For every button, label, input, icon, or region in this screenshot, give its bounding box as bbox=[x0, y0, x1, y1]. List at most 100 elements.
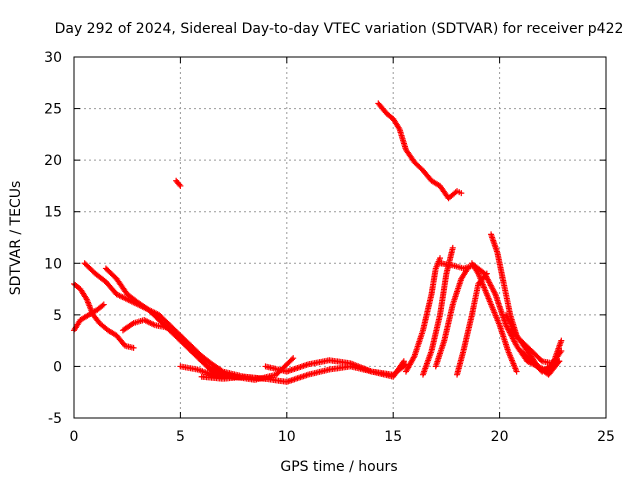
data-point-run bbox=[503, 313, 519, 338]
data-point-run bbox=[71, 318, 83, 332]
data-point-run bbox=[157, 313, 172, 328]
data-point-run bbox=[306, 357, 331, 368]
data-point-run bbox=[519, 349, 534, 364]
data-point-run bbox=[106, 328, 119, 338]
data-markers bbox=[71, 100, 565, 385]
data-point-run bbox=[327, 357, 353, 367]
data-point-run bbox=[147, 307, 161, 318]
data-point-run bbox=[403, 148, 417, 164]
data-point-run bbox=[82, 261, 98, 276]
data-point-run bbox=[242, 373, 267, 382]
data-point bbox=[400, 358, 407, 365]
data-point bbox=[556, 358, 563, 365]
data-point bbox=[100, 301, 107, 308]
data-point-run bbox=[164, 325, 178, 336]
data-point-run bbox=[550, 339, 564, 366]
x-tick-label: 0 bbox=[70, 429, 79, 445]
data-point bbox=[449, 244, 456, 251]
data-point-run bbox=[469, 261, 481, 276]
data-point-run bbox=[514, 333, 530, 353]
data-point-run bbox=[104, 266, 119, 281]
y-tick-label: 25 bbox=[44, 102, 62, 118]
y-tick-label: 30 bbox=[44, 50, 62, 66]
series-trace-k bbox=[402, 255, 444, 375]
data-point-run bbox=[451, 262, 465, 271]
data-point-run bbox=[428, 313, 443, 353]
data-point-run bbox=[540, 362, 555, 374]
grid-lines bbox=[74, 57, 606, 418]
data-point-run bbox=[184, 341, 200, 358]
series-trace-t bbox=[517, 337, 565, 375]
data-point-run bbox=[529, 349, 544, 364]
data-point-run bbox=[494, 251, 507, 286]
data-point-run bbox=[125, 292, 140, 305]
series-trace-m bbox=[432, 265, 471, 370]
data-point-run bbox=[87, 307, 99, 317]
data-point-run bbox=[210, 371, 235, 380]
series-trace-s bbox=[502, 311, 563, 378]
series-trace-e bbox=[119, 317, 237, 380]
data-point-run bbox=[200, 354, 214, 367]
x-axis-label: GPS time / hours bbox=[280, 459, 397, 475]
data-point-run bbox=[103, 280, 119, 296]
data-point bbox=[483, 270, 490, 277]
data-point-run bbox=[95, 302, 106, 312]
y-tick-label: 0 bbox=[53, 359, 62, 375]
x-tick-label: 5 bbox=[176, 429, 185, 445]
data-point-run bbox=[420, 292, 435, 332]
data-point-run bbox=[174, 179, 183, 188]
data-point-run bbox=[91, 313, 102, 325]
x-tick-label: 15 bbox=[384, 429, 402, 445]
data-point-run bbox=[450, 277, 464, 306]
chart-title: Day 292 of 2024, Sidereal Day-to-day VTE… bbox=[55, 21, 624, 37]
x-tick-label: 20 bbox=[491, 429, 509, 445]
data-point-run bbox=[397, 127, 409, 152]
y-tick-label: 15 bbox=[44, 205, 62, 221]
series-trace-d bbox=[102, 265, 269, 382]
data-point-run bbox=[221, 373, 246, 382]
tick-labels: 0 5 10 15 20 25 -5 0 5 10 15 20 25 30 bbox=[44, 50, 615, 445]
y-tick-label: 20 bbox=[44, 153, 62, 169]
x-tick-label: 25 bbox=[597, 429, 615, 445]
data-point-run bbox=[349, 360, 374, 374]
data-point-run bbox=[391, 117, 402, 131]
data-point-run bbox=[72, 281, 83, 292]
data-point-run bbox=[264, 363, 289, 375]
data-point-run bbox=[327, 363, 353, 373]
data-point-run bbox=[497, 323, 511, 353]
axis-ticks bbox=[73, 56, 607, 419]
data-point bbox=[177, 182, 184, 189]
y-axis-label: SDTVAR / TECUs bbox=[8, 181, 24, 296]
data-point-run bbox=[505, 349, 519, 373]
data-point-run bbox=[114, 277, 130, 296]
data-point-run bbox=[285, 372, 310, 385]
data-point-run bbox=[488, 303, 502, 327]
data-point-run bbox=[546, 359, 562, 377]
data-point-run bbox=[482, 287, 494, 306]
data-point-run bbox=[264, 376, 289, 385]
data-point-run bbox=[376, 101, 389, 116]
data-point-run bbox=[501, 282, 513, 317]
data-point-run bbox=[285, 361, 310, 375]
data-point-run bbox=[93, 271, 108, 284]
data-point-run bbox=[469, 282, 481, 317]
series-trace-q bbox=[468, 260, 520, 375]
data-point bbox=[290, 355, 297, 362]
data-point-run bbox=[420, 349, 434, 377]
y-tick-label: 5 bbox=[53, 308, 62, 324]
x-tick-label: 10 bbox=[278, 429, 296, 445]
data-point-run bbox=[460, 313, 475, 353]
data-point-run bbox=[114, 333, 128, 348]
data-point-run bbox=[391, 362, 408, 377]
data-point-run bbox=[370, 368, 395, 378]
data-point-run bbox=[443, 246, 456, 275]
data-point-run bbox=[412, 160, 425, 173]
data-point-run bbox=[428, 267, 439, 296]
data-point bbox=[558, 337, 565, 344]
series-trace-f bbox=[173, 177, 184, 189]
data-point-run bbox=[429, 178, 442, 189]
data-point-run bbox=[115, 291, 129, 302]
data-point-run bbox=[412, 328, 426, 358]
series-trace-a bbox=[71, 280, 137, 351]
